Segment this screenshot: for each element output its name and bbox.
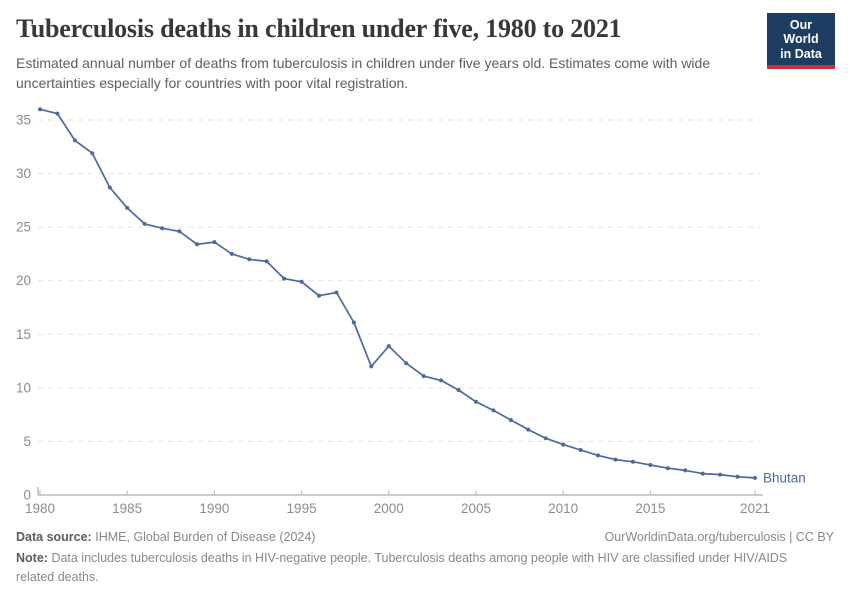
- data-point: [282, 276, 287, 281]
- x-tick-label: 1990: [199, 501, 229, 516]
- x-tick-label: 2021: [740, 501, 770, 516]
- owid-logo-line1: Our World: [783, 18, 819, 47]
- x-tick-label: 2010: [548, 501, 578, 516]
- data-point: [474, 399, 478, 404]
- owid-logo-line2: in Data: [780, 46, 822, 61]
- data-point: [72, 138, 77, 143]
- data-point: [753, 475, 757, 480]
- data-point: [561, 442, 566, 447]
- x-tick-label: 1980: [25, 501, 55, 516]
- data-point: [264, 259, 269, 264]
- data-point: [421, 374, 426, 379]
- y-tick-label: 35: [16, 113, 31, 128]
- x-tick-label: 1995: [287, 501, 317, 516]
- footer-note: Note: Data includes tuberculosis deaths …: [16, 549, 828, 587]
- x-tick-label: 2015: [635, 501, 665, 516]
- footer-note-label: Note:: [16, 550, 48, 565]
- chart-header: Tuberculosis deaths in children under fi…: [16, 14, 750, 94]
- data-point: [229, 251, 234, 256]
- x-tick-label: 2005: [461, 501, 491, 516]
- data-point: [543, 436, 548, 441]
- data-point: [508, 418, 513, 422]
- y-tick-label: 10: [16, 380, 31, 395]
- y-tick-label: 5: [23, 434, 31, 449]
- page-title: Tuberculosis deaths in children under fi…: [16, 14, 622, 43]
- data-point: [369, 364, 374, 369]
- x-tick-label: 1985: [112, 501, 142, 516]
- y-tick-label: 15: [16, 327, 31, 342]
- data-point: [386, 344, 391, 349]
- data-point: [334, 290, 339, 295]
- chart-footer: Data source: IHME, Global Burden of Dise…: [16, 528, 834, 586]
- owid-logo[interactable]: Our World in Data: [767, 13, 835, 70]
- data-point: [683, 468, 688, 473]
- data-point: [491, 408, 496, 413]
- data-point: [247, 257, 252, 262]
- line-chart: 0 5 10 15 20 25 30 35 1980 1985 1990 1995 2000 2005 20…: [16, 107, 806, 516]
- data-point: [195, 242, 199, 247]
- data-point: [718, 472, 723, 477]
- data-point: [107, 185, 112, 190]
- data-point: [648, 463, 653, 467]
- data-point: [735, 474, 740, 479]
- data-point: [125, 205, 130, 210]
- data-source-label: Data source:: [16, 530, 92, 544]
- data-point: [177, 229, 182, 234]
- data-point: [299, 279, 304, 284]
- data-point: [142, 221, 147, 226]
- y-tick-label: 0: [23, 488, 31, 503]
- data-source-value: IHME, Global Burden of Disease (2024): [95, 530, 316, 544]
- footer-note-value: Data includes tuberculosis deaths in HIV…: [16, 550, 788, 584]
- footer-source-row: Data source: IHME, Global Burden of Dise…: [16, 528, 834, 547]
- chart-subtitle: Estimated annual number of deaths from t…: [16, 55, 711, 92]
- data-point: [456, 388, 461, 392]
- data-point: [700, 471, 705, 476]
- data-point: [578, 448, 583, 452]
- series-label: Bhutan: [763, 470, 806, 485]
- data-point: [38, 107, 42, 112]
- y-tick-label: 30: [16, 166, 31, 181]
- data-point: [526, 427, 531, 432]
- data-point: [439, 378, 444, 383]
- data-point: [630, 459, 635, 464]
- data-point: [613, 457, 618, 462]
- attribution-link[interactable]: OurWorldinData.org/tuberculosis | CC BY: [604, 530, 835, 544]
- data-source: Data source: IHME, Global Burden of Dise…: [16, 528, 315, 547]
- data-point: [404, 361, 409, 366]
- data-point: [212, 240, 217, 245]
- y-tick-label: 25: [16, 220, 31, 235]
- data-point: [351, 320, 356, 325]
- data-point: [55, 111, 60, 116]
- data-point: [317, 293, 321, 298]
- data-point: [665, 466, 670, 471]
- data-line: [39, 108, 756, 479]
- y-tick-label: 20: [16, 273, 31, 288]
- x-tick-label: 2000: [374, 501, 404, 516]
- data-point: [596, 453, 600, 458]
- data-point: [90, 151, 95, 156]
- data-point: [160, 226, 165, 231]
